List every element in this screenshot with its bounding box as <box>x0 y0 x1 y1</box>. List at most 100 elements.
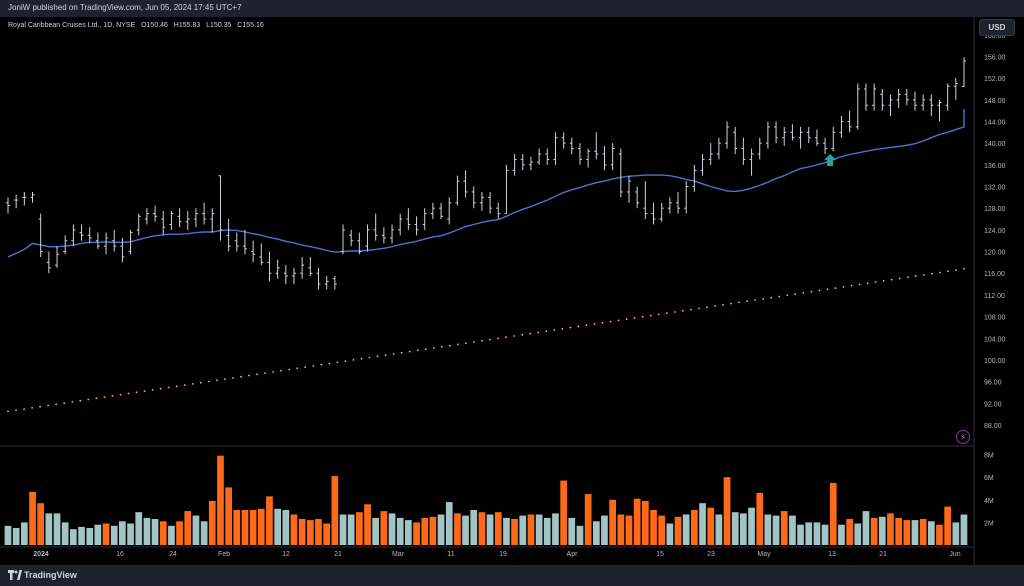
legend-high-label: H <box>173 22 179 29</box>
published-text: JoniW published on TradingView.com, Jun … <box>8 3 242 12</box>
slow-ma-dot <box>7 410 9 413</box>
slow-ma-dot <box>312 365 315 367</box>
slow-ma-dot <box>392 353 395 355</box>
volume-bar <box>184 511 192 545</box>
volume-bar <box>356 512 363 545</box>
slow-ma-dot <box>810 290 813 293</box>
slow-ma-dot <box>545 330 548 333</box>
slow-ma-dot <box>280 369 282 372</box>
slow-ma-dot <box>424 348 427 351</box>
price-tick-label: 112.00 <box>984 293 1005 300</box>
volume-bar <box>682 514 690 545</box>
up-arrow-marker <box>824 154 837 166</box>
volume-bar <box>805 522 813 545</box>
slow-ma-dot <box>95 397 98 400</box>
time-tick-label: 21 <box>879 551 887 558</box>
price-tick-label: 156.00 <box>984 54 1006 61</box>
slow-ma-dot <box>159 387 162 390</box>
legend-open-value: 150.46 <box>146 22 168 29</box>
slow-ma-dot <box>786 294 789 297</box>
volume-bar <box>519 515 527 545</box>
slow-ma-dot <box>770 296 773 299</box>
volume-bar <box>388 513 396 545</box>
volume-bar <box>323 523 330 545</box>
volume-bar <box>658 515 665 545</box>
volume-bar <box>511 519 518 545</box>
volume-bar <box>887 513 894 545</box>
slow-ma-dot <box>649 314 652 317</box>
slow-ma-dot <box>151 389 154 391</box>
slow-ma-dot <box>143 390 146 392</box>
slow-ma-dot <box>898 277 901 280</box>
price-tick-label: 160.00 <box>984 33 1006 40</box>
slow-ma-dot <box>730 302 732 305</box>
volume-bar <box>380 511 388 545</box>
volume-bar <box>102 523 110 545</box>
time-tick-label: 19 <box>499 551 507 558</box>
volume-bar <box>789 515 796 545</box>
volume-bar <box>78 526 85 545</box>
volume-bar <box>919 519 927 545</box>
volume-bar <box>756 493 764 545</box>
lightning-icon[interactable]: ⚡ <box>956 430 970 444</box>
slow-ma-dot <box>866 282 869 285</box>
currency-button[interactable]: USD <box>979 19 1015 36</box>
volume-bar <box>249 510 257 545</box>
volume-bar <box>176 521 183 545</box>
volume-bar <box>331 476 339 545</box>
slow-ma-dot <box>63 402 66 404</box>
volume-bar <box>486 514 494 545</box>
time-tick-label: 21 <box>334 551 342 558</box>
price-tick-label: 144.00 <box>984 119 1006 126</box>
volume-bar <box>53 513 61 545</box>
slow-ma-dot <box>304 366 307 368</box>
volume-bar <box>772 515 780 545</box>
time-tick-label: May <box>757 551 771 558</box>
volume-bar <box>119 521 126 545</box>
slow-ma-dot <box>826 288 829 291</box>
volume-bar <box>45 513 53 545</box>
volume-bar <box>364 504 371 545</box>
volume-bar <box>821 524 829 545</box>
slow-ma-dot <box>537 331 540 334</box>
volume-bar <box>470 510 478 545</box>
slow-ma-dot <box>39 405 41 408</box>
price-chart[interactable]: 88.00 92.00 96.00 100.00 104.00 108.00 112.00 1… <box>0 0 1024 565</box>
volume-bar <box>838 524 845 545</box>
volume-bar <box>86 528 94 545</box>
time-tick-label: Mar <box>392 551 405 558</box>
volume-bar <box>691 510 698 545</box>
slow-ma-dot <box>360 357 363 360</box>
legend-low-value: 150.35 <box>210 22 232 29</box>
slow-ma-dot <box>521 333 524 336</box>
slow-ma-dot <box>690 308 692 311</box>
slow-ma-dot <box>272 371 274 373</box>
slow-ma-dot <box>738 301 740 304</box>
volume-bar <box>339 514 347 545</box>
slow-ma-dot <box>746 300 748 303</box>
volume-bar <box>593 521 600 545</box>
volume-bar <box>699 503 706 545</box>
slow-ma-dot <box>577 325 580 328</box>
volume-bar <box>29 491 36 545</box>
legend-close-label: C <box>237 22 243 29</box>
volume-bar <box>266 496 273 545</box>
price-tick-label: 96.00 <box>984 380 1002 387</box>
slow-ma-dot <box>617 319 620 322</box>
volume-bar <box>601 515 608 545</box>
slow-ma-dot <box>906 276 909 279</box>
slow-ma-dot <box>505 336 507 339</box>
symbol-name: Royal Caribbean Cruises Ltd., 1D, NYSE <box>8 22 136 29</box>
slow-ma-dot <box>890 278 893 281</box>
volume-bar <box>707 507 715 545</box>
slow-ma-dot <box>87 398 90 401</box>
slow-ma-dot <box>111 395 114 397</box>
volume-bar <box>233 510 241 545</box>
slow-ma-dot <box>296 367 299 370</box>
slow-ma-dot <box>465 342 467 345</box>
slow-ma-dot <box>754 299 756 301</box>
volume-bar <box>903 520 911 545</box>
slow-ma-dot <box>400 351 403 354</box>
slow-ma-dot <box>119 393 122 396</box>
price-tick-label: 120.00 <box>984 250 1006 257</box>
